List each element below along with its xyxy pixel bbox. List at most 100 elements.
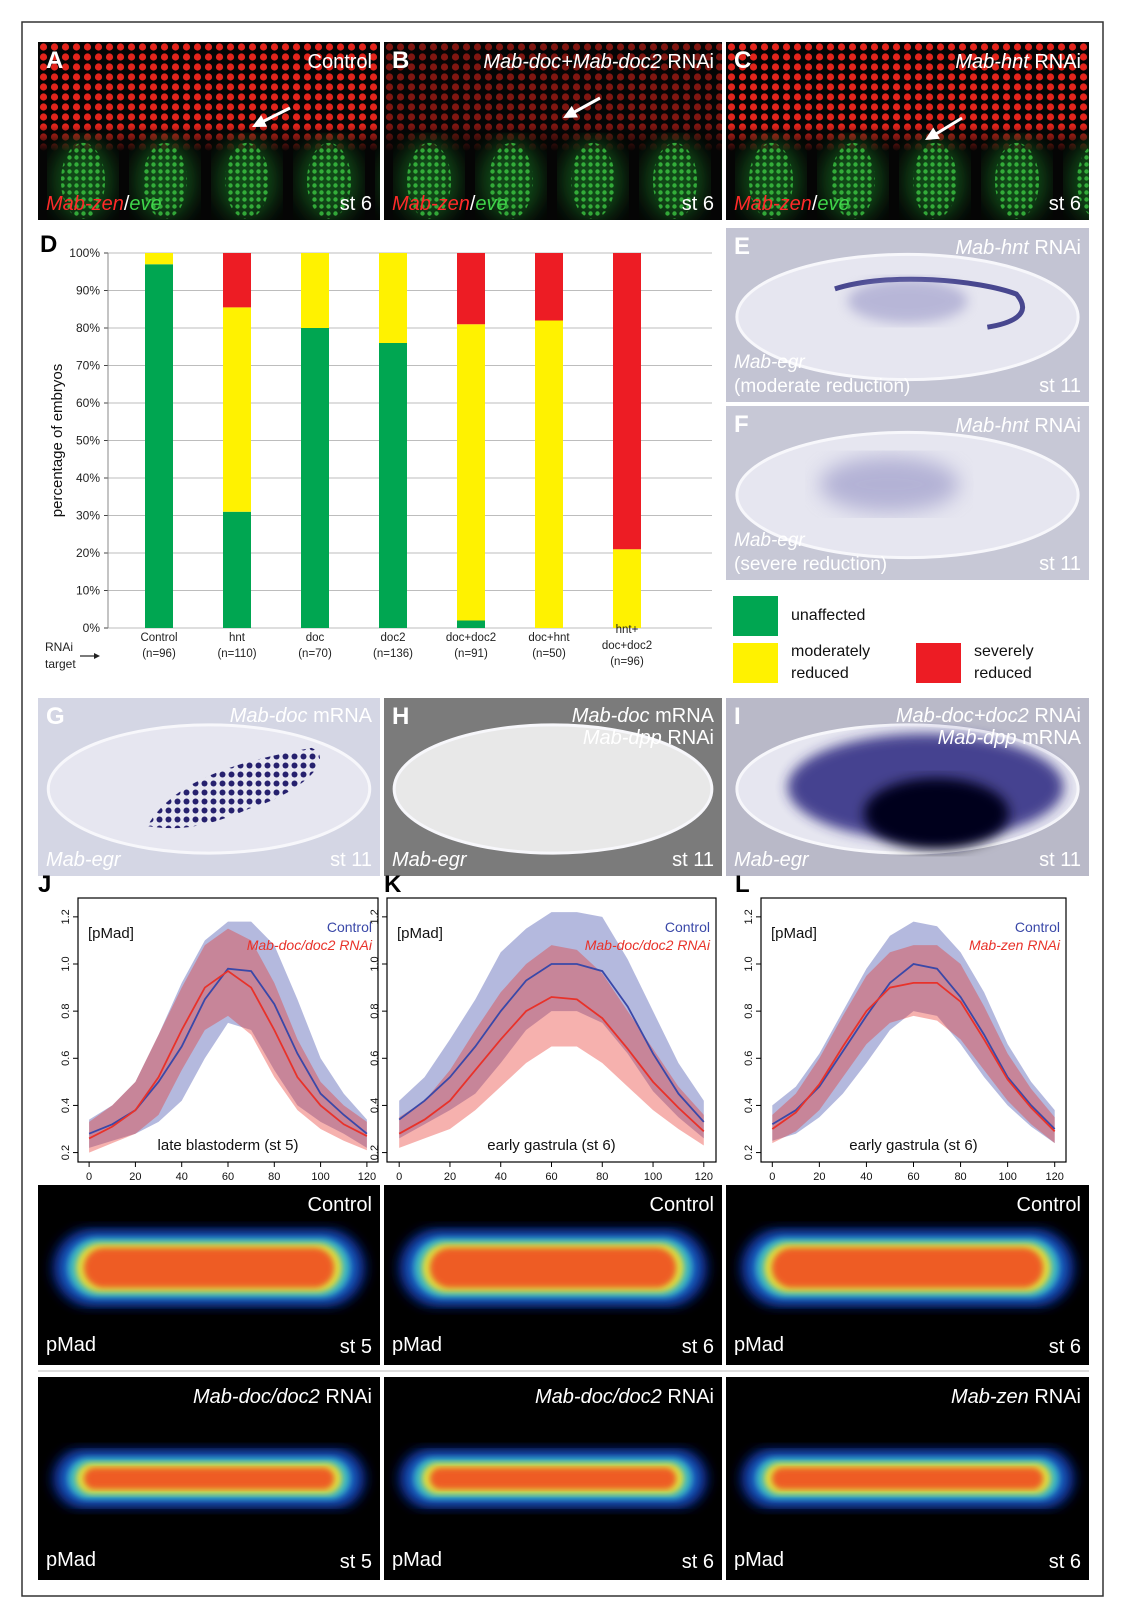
figure-canvas: AControlMab-zen/evest 6BMab-doc+Mab-doc2… [0,0,1123,1616]
stage-label: st 6 [340,193,372,215]
y-tick-label: 0.6 [60,1051,72,1066]
annotation: late blastoderm (st 5) [158,1137,299,1154]
pmad-heatmap: Mab-zen RNAipMadst 6 [726,1377,1089,1580]
panel-title-part: RNAi [325,1386,372,1408]
stage-label-part: st 5 [340,1336,372,1358]
pmad-heatmap: Mab-doc/doc2 RNAi pMad st 6 [384,1377,722,1580]
bar-segment [223,307,251,511]
y-tick-label: 1.2 [369,909,381,924]
stage-label-part: st 11 [330,849,372,871]
x-tick-label: 40 [176,1171,188,1183]
stain-label-part: pMad [46,1334,96,1356]
panel-title: Control [308,51,372,73]
bar-segment [457,621,485,629]
panel-title-part: RNAi [1034,415,1081,437]
y-tick-label: 1.2 [60,909,72,924]
legend-swatch [733,596,778,636]
micrograph: AControlMab-zen/evest 6 [38,42,441,221]
bar-segment [145,264,173,628]
stain-haze [848,279,968,323]
y-tick-label: 70% [76,359,100,373]
legend-label: moderately reduced [791,641,901,685]
panel-letter: J [38,871,51,898]
panel-title: Mab-doc+doc2 RNAi [896,705,1081,727]
stain-label: pMad [734,1334,784,1356]
legend-label: Mab-zen RNAi [969,937,1061,953]
stain-label-part: Mab-zen [392,193,470,215]
panel-letter: C [734,47,751,74]
panel-letter-part: H [392,703,409,730]
x-tick-label: doc2 [381,632,406,644]
panel-letter: L [735,871,750,898]
pmad-heatmap: Mab-doc/doc2 RNAipMadst 5 [38,1377,380,1580]
stain-label: pMad [46,1549,96,1571]
panel-title-part: RNAi [667,1386,714,1408]
panel-letter: G [46,703,65,730]
stain-label-part: pMad [392,1549,442,1571]
panel-title-part: Mab-doc+Mab-doc2 [483,51,661,73]
y-tick-label: 1.2 [743,909,755,924]
x-tick-label: 40 [860,1171,872,1183]
panel-letter-part: J [38,871,51,898]
x-tick-label: 60 [545,1171,557,1183]
pmad-heatmap: Control pMad st 6 [726,1185,1089,1365]
micrograph: CMab-hnt RNAiMab-zen/evest 6 [726,42,1123,221]
panel-title: Control [1017,1194,1081,1216]
probe-label: Mab-egr [392,849,468,871]
x-tick-label: 20 [813,1171,825,1183]
y-tick-label: 100% [69,246,100,260]
legend-label: severely reduced [974,641,1084,685]
bar-segment [535,253,563,321]
x-tick-label: 60 [907,1171,919,1183]
green-stripe [913,143,957,219]
panel-letter-part: L [735,871,750,898]
y-tick-label: 50% [76,434,100,448]
panel-letter: E [734,233,750,260]
x-tick-label: 120 [695,1171,713,1183]
heatmap-layer [84,1468,334,1490]
stain-label-part: pMad [46,1549,96,1571]
bar-segment [457,324,485,620]
panel-letter: H [392,703,409,730]
y-tick-label: 60% [76,396,100,410]
bar-segment [379,343,407,628]
y-tick-label: 0.6 [743,1051,755,1066]
legend-label: Mab-doc/doc2 RNAi [247,937,373,953]
stage-label-part: st 6 [682,1336,714,1358]
stain-label: pMad [734,1549,784,1571]
panel-letter-part: K [384,871,402,898]
panel-title: Mab-hnt RNAi [955,237,1081,259]
note-label-part: (severe reduction) [734,554,887,575]
x-axis-label: target [45,657,76,671]
panel-letter-part: G [46,703,65,730]
stain-haze [819,456,959,512]
stage-label-part: st 6 [682,1551,714,1573]
stain-label-part: Mab-zen [734,193,812,215]
x-tick-label: hnt+ [616,624,639,636]
stage-label: st 6 [1049,1551,1081,1573]
stage-label: st 11 [1039,849,1081,871]
probe-label: Mab-egr [734,352,805,373]
stain-label-part: pMad [734,1334,784,1356]
stage-label-part: st 6 [1049,193,1081,215]
x-tick-label: 40 [495,1171,507,1183]
note-label: (severe reduction) [734,554,887,575]
y-tick-label: 0.8 [743,1003,755,1018]
x-tick-label: doc+doc2 [602,640,652,652]
panel-title-part: Mab-zen [951,1386,1029,1408]
x-tick-label: doc [306,632,325,644]
heatmap-layer [430,1248,676,1288]
stage-label: st 11 [1039,375,1081,397]
embryo-photo: IMab-doc+doc2 RNAiMab-dpp mRNAMab-egrst … [726,698,1089,876]
stain-label-part: pMad [392,1334,442,1356]
panel-title: Mab-doc/doc2 RNAi [535,1386,714,1408]
x-tick-label: 80 [268,1171,280,1183]
green-stripe [571,143,615,219]
x-tick-label: 100 [644,1171,662,1183]
stage-label: st 6 [1049,1336,1081,1358]
x-tick-label: (n=91) [454,648,488,660]
y-tick-label: 80% [76,321,100,335]
panel-title-part: RNAi [667,51,714,73]
